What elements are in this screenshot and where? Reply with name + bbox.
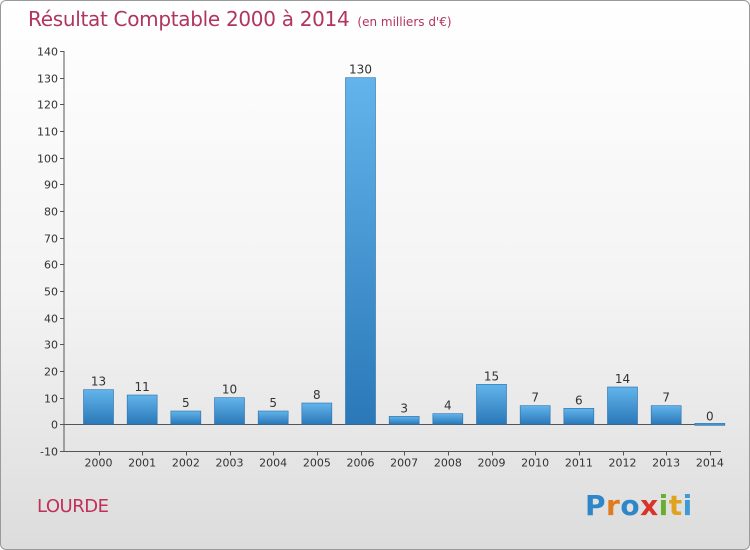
- bar: [432, 413, 464, 425]
- data-label: 6: [575, 393, 583, 407]
- y-tick-label: 0: [51, 419, 58, 432]
- data-label: 7: [531, 391, 539, 405]
- location-name: LOURDE: [37, 496, 109, 517]
- bar: [650, 405, 682, 425]
- data-label: 11: [135, 380, 150, 394]
- chart-title: Résultat Comptable 2000 à 2014 (en millie…: [28, 7, 452, 31]
- y-tick-label: 110: [37, 126, 58, 139]
- x-tick-label: 2010: [521, 457, 549, 470]
- chart-value-labels: 13 11 5 10 5 8 130 3 4 15 7 6 14 7 0: [91, 63, 714, 424]
- bar: [607, 386, 638, 425]
- bar: [257, 410, 289, 425]
- y-tick-label: 90: [44, 179, 58, 192]
- logo-letter: i: [658, 489, 669, 522]
- x-tick-label: 2008: [434, 457, 462, 470]
- bar: [694, 423, 726, 426]
- y-tick-label: 30: [44, 339, 58, 352]
- data-label: 10: [222, 383, 237, 397]
- bar: [345, 77, 376, 425]
- logo-letter: x: [640, 489, 659, 522]
- logo-letter: o: [620, 489, 641, 522]
- data-label: 15: [484, 369, 499, 383]
- y-tick-label: 130: [37, 73, 58, 86]
- y-tick-label: 140: [37, 46, 58, 59]
- proxiti-logo: Proxiti: [585, 489, 693, 522]
- x-tick-label: 2012: [609, 457, 637, 470]
- x-tick-label: 2013: [652, 457, 680, 470]
- bar: [214, 397, 245, 425]
- x-tick-label: 2005: [303, 457, 331, 470]
- logo-letter: P: [585, 489, 607, 522]
- x-tick-label: 2004: [259, 457, 287, 470]
- x-tick-label: 2006: [347, 457, 375, 470]
- data-label: 4: [444, 399, 452, 413]
- x-tick-label: 2001: [128, 457, 156, 470]
- chart-title-text: Résultat Comptable 2000 à 2014: [28, 7, 350, 31]
- data-label: 7: [662, 391, 670, 405]
- logo-letter: t: [668, 489, 683, 522]
- logo-letter: r: [606, 489, 621, 522]
- x-tick-label: 2000: [85, 457, 113, 470]
- data-label: 5: [269, 396, 277, 410]
- data-label: 130: [349, 63, 372, 77]
- bar: [388, 416, 420, 425]
- bar: [563, 408, 595, 425]
- logo-letter: i: [682, 489, 693, 522]
- y-tick-label: 120: [37, 99, 58, 112]
- bar: [301, 402, 333, 425]
- data-label: 0: [706, 409, 714, 423]
- chart-subtitle: (en milliers d'€): [357, 15, 452, 29]
- bar: [519, 405, 551, 425]
- x-tick-label: 2011: [565, 457, 593, 470]
- y-tick-label: 70: [44, 233, 58, 246]
- chart-bars: [83, 77, 726, 426]
- chart-axes: -100102030405060708090100110120130140200…: [37, 46, 724, 470]
- y-tick-label: 60: [44, 259, 58, 272]
- y-tick-label: -10: [40, 446, 58, 459]
- y-tick-label: 20: [44, 366, 58, 379]
- data-label: 5: [182, 396, 190, 410]
- bar: [170, 410, 202, 425]
- bar: [83, 389, 114, 425]
- data-label: 8: [313, 388, 321, 402]
- x-tick-label: 2009: [478, 457, 506, 470]
- x-tick-label: 2003: [216, 457, 244, 470]
- bar: [126, 394, 158, 425]
- x-tick-label: 2002: [172, 457, 200, 470]
- y-tick-label: 80: [44, 206, 58, 219]
- data-label: 3: [400, 401, 408, 415]
- x-tick-label: 2007: [390, 457, 418, 470]
- y-tick-label: 40: [44, 313, 58, 326]
- data-label: 13: [91, 375, 106, 389]
- y-tick-label: 50: [44, 286, 58, 299]
- x-tick-label: 2014: [696, 457, 724, 470]
- y-tick-label: 10: [44, 393, 58, 406]
- data-label: 14: [615, 372, 630, 386]
- y-tick-label: 100: [37, 153, 58, 166]
- bar: [476, 384, 507, 425]
